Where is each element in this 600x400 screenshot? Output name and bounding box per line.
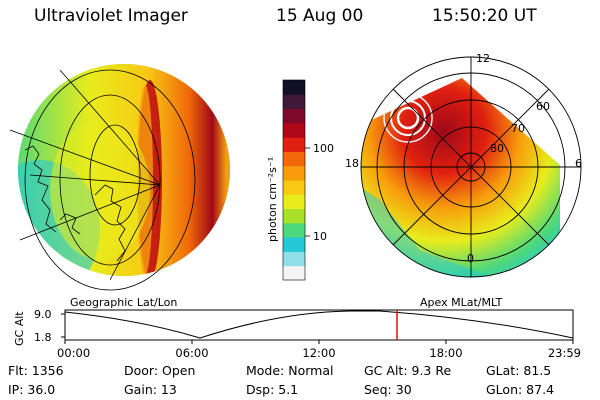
info-ip: IP: 36.0 [8,382,56,397]
colorbar-tick-100: 100 [313,142,334,155]
info-flt: Flt: 1356 [8,363,64,378]
alt-xtick-label: 23:59 [548,346,581,360]
info-door: Door: Open [124,363,196,378]
mlat-label-80: 80 [490,142,504,155]
info-dsp: Dsp: 5.1 [246,382,299,397]
info-glat: GLat: 81.5 [486,363,552,378]
colorbar-swatch [283,265,305,281]
colorbar-swatch [283,122,305,138]
colorbar-swatch [283,165,305,181]
colorbar-tick-10: 10 [313,230,327,243]
colorbar-swatch [283,237,305,252]
alt-xtick-label: 18:00 [429,346,462,360]
colorbar: 100 10 photon cm⁻²s⁻¹ [266,79,334,281]
colorbar-swatch [283,151,305,167]
left-panel-label: Geographic Lat/Lon [70,296,177,309]
geographic-image-panel [9,64,230,291]
mlat-label-70: 70 [511,122,525,135]
mlt-label-12: 12 [476,52,490,65]
info-seq: Seq: 30 [364,382,412,397]
alt-ylabel: GC Alt [13,311,26,346]
colorbar-swatch [283,194,305,210]
colorbar-unit-label: photon cm⁻²s⁻¹ [266,157,279,242]
right-panel-label: Apex MLat/MLT [420,296,503,309]
colorbar-swatch [283,251,305,267]
colorbar-swatch [283,108,305,124]
alt-ytick-9: 9.0 [34,308,52,321]
altitude-plot: 9.0 1.8 GC Alt 00:00 06:00 12:00 18:00 23:59 [13,308,581,360]
mlat-label-60: 60 [536,100,550,113]
colorbar-swatch [283,80,305,95]
colorbar-swatch [283,137,305,152]
alt-xtick-label: 00:00 [57,346,90,360]
colorbar-swatch [283,180,305,195]
alt-xtick-label: 12:00 [302,346,335,360]
info-gain: Gain: 13 [124,382,177,397]
info-mode: Mode: Normal [246,363,334,378]
date-label: 15 Aug 00 [276,6,364,26]
alt-xtick-label: 06:00 [175,346,208,360]
colorbar-swatch [283,208,305,224]
colorbar-swatch [283,222,305,238]
alt-ytick-1.8: 1.8 [34,331,52,344]
colorbar-swatch [283,94,305,110]
altitude-curve [64,310,574,339]
info-gc-alt: GC Alt: 9.3 Re [364,363,452,378]
mlt-label-0: 0 [467,252,474,265]
mlt-label-6: 6 [575,157,582,170]
info-glon: GLon: 87.4 [486,382,555,397]
instrument-title: Ultraviolet Imager [34,6,188,26]
mlt-label-18: 18 [345,157,359,170]
magnetic-polar-panel: 12 18 6 0 60 70 80 [345,52,582,278]
time-label: 15:50:20 UT [432,6,537,26]
